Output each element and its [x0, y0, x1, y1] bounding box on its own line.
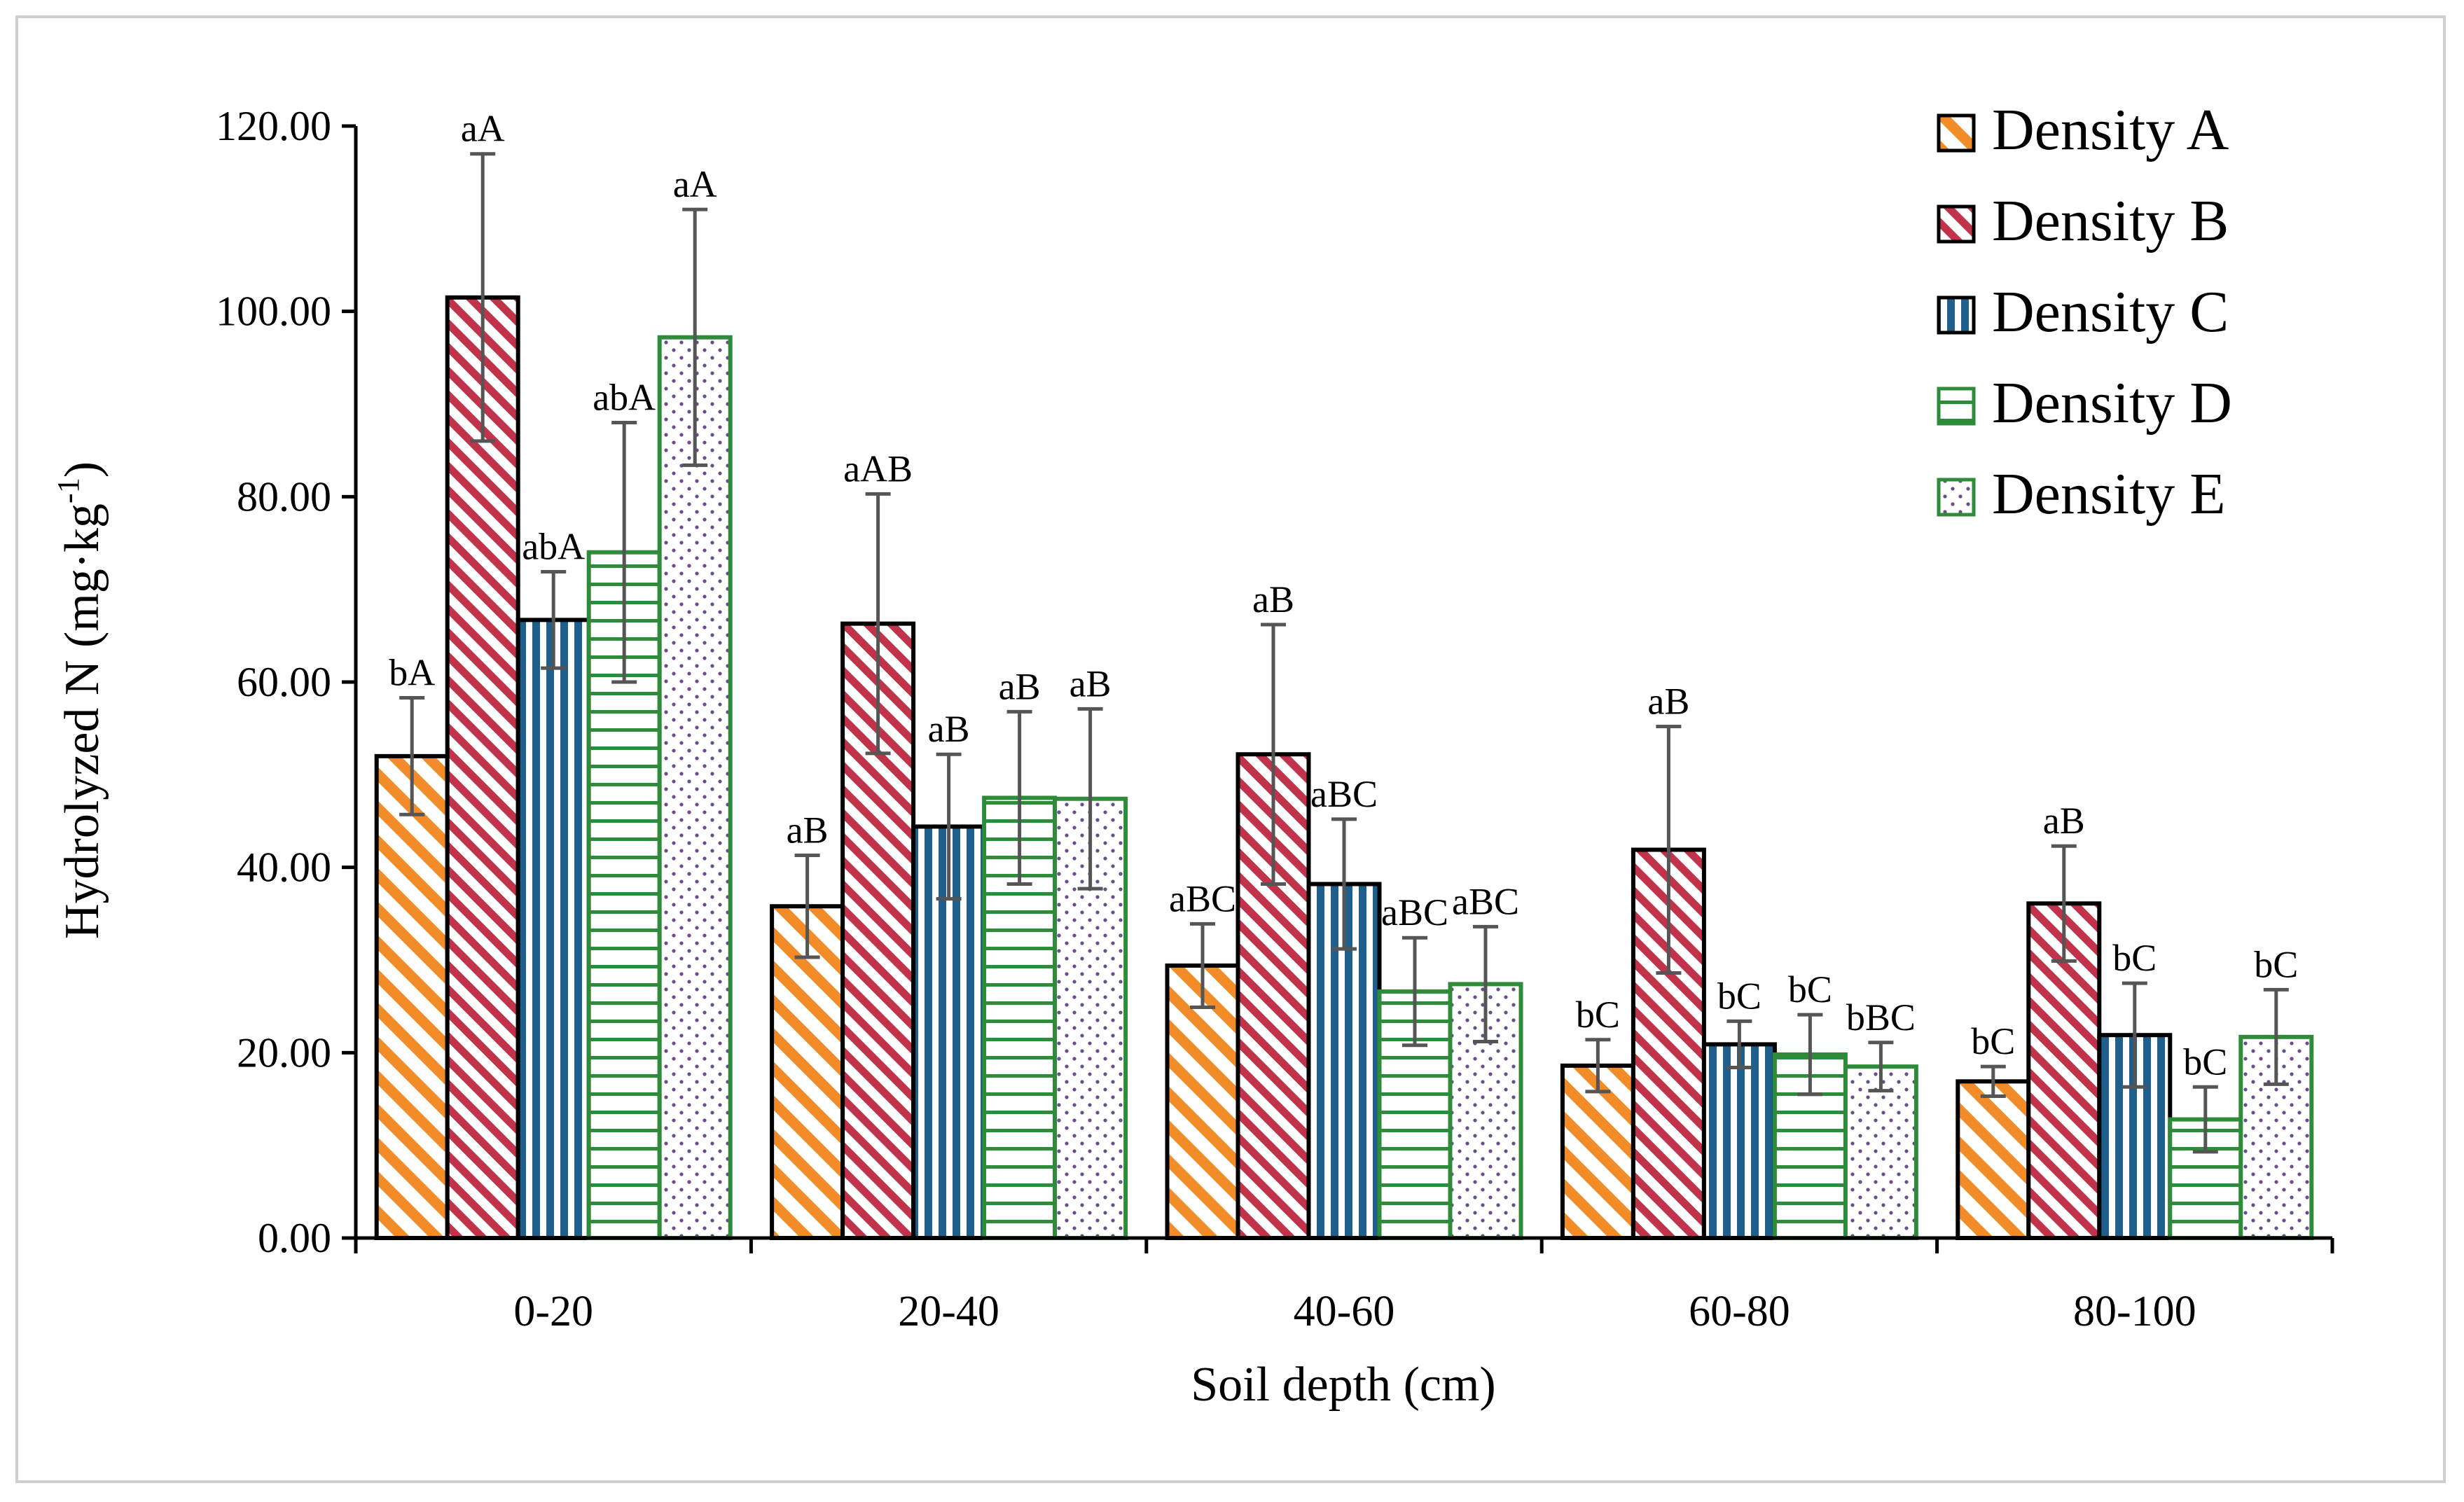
y-tick-label: 100.00: [216, 288, 331, 335]
significance-label: aB: [1070, 662, 1112, 704]
significance-label: aAB: [843, 447, 913, 489]
y-tick-label: 60.00: [237, 659, 331, 705]
significance-label: abA: [593, 376, 656, 418]
significance-label: aB: [1647, 681, 1689, 723]
error-bar: [1868, 1041, 1894, 1093]
significance-label: aA: [673, 163, 717, 205]
significance-label: bC: [1788, 968, 1832, 1010]
legend-swatch: [1937, 295, 1976, 335]
error-bar: [1585, 1038, 1611, 1094]
y-tick-label: 20.00: [237, 1029, 331, 1076]
significance-label: aB: [999, 665, 1041, 707]
bar-density-c-60-80: [1701, 1042, 1777, 1240]
significance-label: abA: [522, 526, 585, 568]
significance-label: aBC: [1452, 880, 1519, 922]
x-tick-label: 20-40: [898, 1288, 999, 1335]
y-axis-title: Hydrolyzed N (mg·kg-1): [51, 461, 109, 939]
error-bar: [682, 207, 708, 467]
error-bar: [1656, 725, 1682, 975]
error-bar: [1006, 709, 1032, 886]
y-axis-title-close: ): [55, 461, 109, 478]
y-axis-title-main: Hydrolyzed N (mg·kg: [55, 503, 109, 939]
error-bar: [2263, 987, 2289, 1086]
significance-label: bC: [1717, 975, 1762, 1017]
error-bar: [936, 752, 962, 901]
error-bar: [611, 420, 637, 684]
significance-label: bC: [1576, 994, 1620, 1036]
significance-label: aBC: [1310, 773, 1378, 815]
legend-item-density-e: Density E: [1937, 461, 2226, 527]
error-bar: [1190, 922, 1215, 1009]
significance-label: aA: [461, 108, 505, 150]
legend-item-density-a: Density A: [1937, 97, 2229, 162]
error-bar: [2051, 844, 2077, 963]
error-bar: [2192, 1085, 2218, 1154]
x-tick-label: 40-60: [1294, 1288, 1395, 1335]
error-bar: [470, 152, 496, 443]
x-tick-label: 80-100: [2073, 1288, 2196, 1335]
significance-label: bC: [2112, 937, 2157, 979]
x-axis-title: Soil depth (cm): [1191, 1358, 1495, 1412]
significance-label: aB: [928, 708, 970, 750]
legend-swatch: [1937, 113, 1976, 153]
bar-density-e-0-20: [657, 335, 733, 1241]
error-bars-layer: [399, 152, 2289, 1154]
legend-label: Density C: [1992, 279, 2229, 345]
x-tick-label: 0-20: [513, 1288, 593, 1335]
y-axis-title-superscript: -1: [51, 478, 85, 503]
legend-swatch: [1937, 478, 1976, 517]
legend-label: Density D: [1992, 370, 2232, 436]
legend-item-density-d: Density D: [1937, 370, 2232, 436]
error-bar: [1077, 707, 1103, 891]
legend-item-density-b: Density B: [1937, 188, 2229, 253]
legend-item-density-c: Density C: [1937, 279, 2229, 345]
error-bar: [541, 570, 567, 670]
error-bar: [1797, 1013, 1823, 1097]
error-bar: [865, 492, 891, 756]
legend-label: Density E: [1992, 461, 2226, 527]
error-bar: [1726, 1019, 1752, 1070]
significance-label: aB: [787, 809, 829, 851]
legend-label: Density A: [1992, 97, 2229, 162]
significance-label: bC: [2183, 1041, 2227, 1083]
y-tick-label: 40.00: [237, 844, 331, 891]
significance-label: bBC: [1846, 996, 1916, 1038]
bar-density-e-60-80: [1843, 1064, 1918, 1241]
error-bar: [399, 695, 425, 816]
error-bar: [1402, 936, 1427, 1048]
error-bar: [1261, 623, 1286, 886]
bar-density-a-80-100: [1956, 1079, 2031, 1241]
error-bar: [794, 853, 820, 959]
bars-layer: [374, 295, 2314, 1241]
x-tick-label: 60-80: [1689, 1288, 1790, 1335]
y-tick-label: 0.00: [258, 1215, 331, 1261]
bar-density-c-0-20: [515, 618, 591, 1240]
error-bar: [1980, 1064, 2006, 1099]
y-tick-label: 80.00: [237, 473, 331, 520]
error-bar: [2122, 981, 2147, 1089]
significance-label: bC: [1971, 1020, 2015, 1062]
significance-label: bA: [389, 651, 435, 693]
error-bar: [1473, 924, 1498, 1043]
axes-layer: 0.00 20.00 40.00 60.00 80.00 100.00 120.00 0-20…: [216, 103, 2334, 1335]
significance-label: aB: [1252, 578, 1294, 620]
significance-label: bC: [2254, 943, 2298, 985]
bar-density-a-0-20: [374, 753, 450, 1241]
legend-label: Density B: [1992, 188, 2229, 253]
significance-label: aBC: [1381, 891, 1448, 933]
legend-swatch: [1937, 387, 1976, 426]
significance-label: aB: [2043, 800, 2085, 842]
legend-swatch: [1937, 204, 1976, 244]
significance-label: aBC: [1169, 877, 1236, 919]
bar-density-b-0-20: [445, 295, 520, 1241]
legend: Density A Density B Density C Density D Dens…: [1937, 97, 2232, 527]
y-tick-label: 120.00: [216, 103, 331, 149]
error-bar: [1331, 817, 1357, 951]
